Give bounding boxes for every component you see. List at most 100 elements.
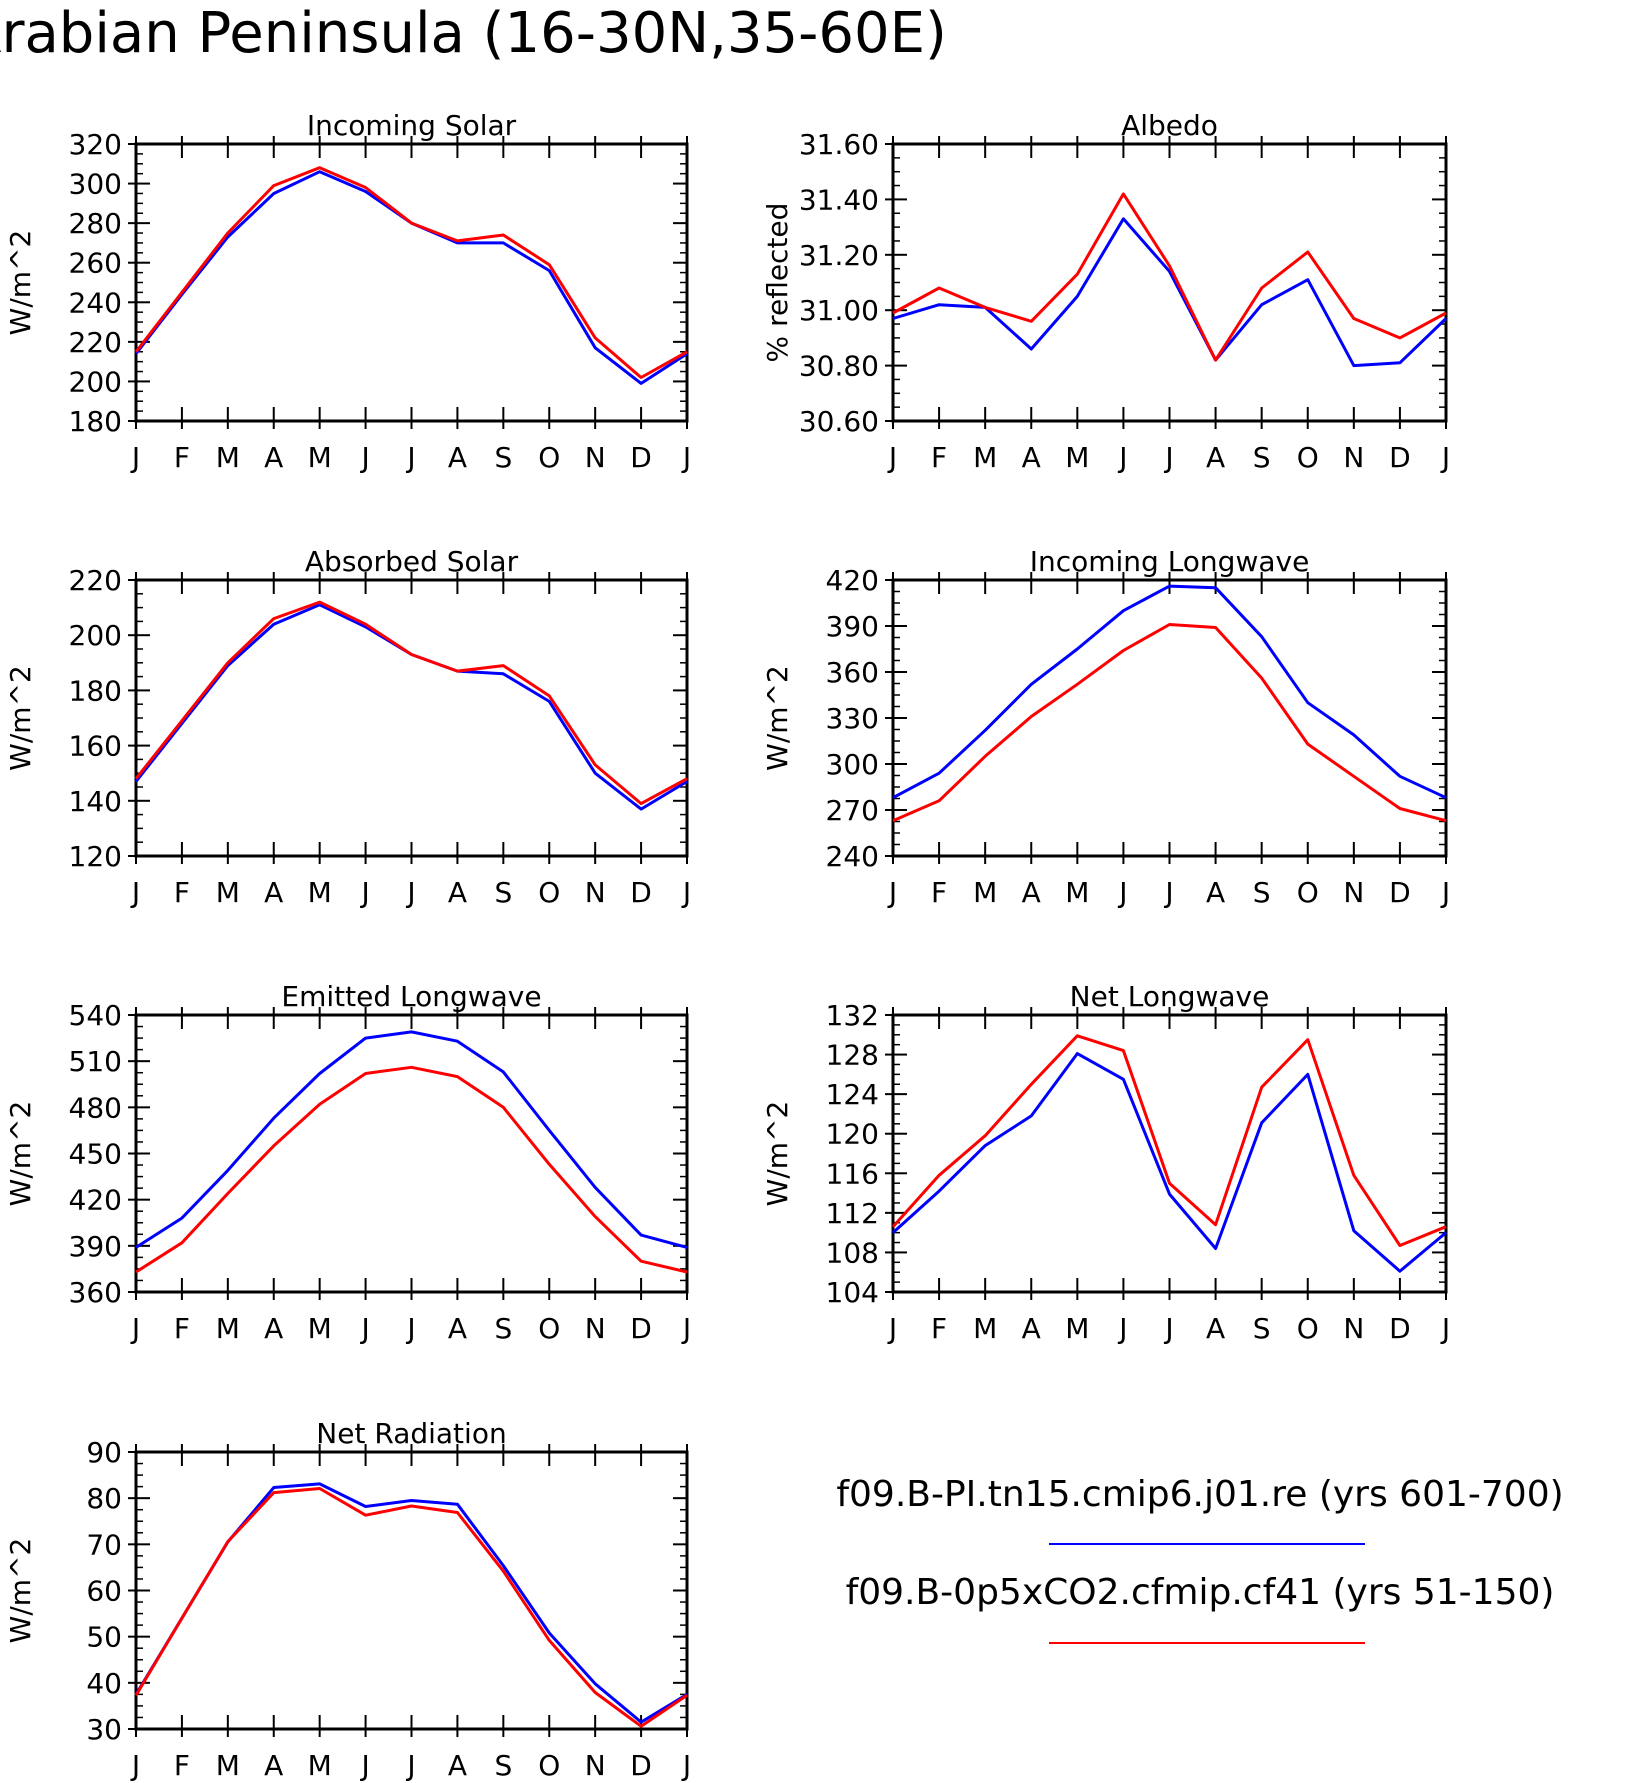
x-tick-label: F: [931, 1312, 947, 1345]
x-tick-label: J: [359, 1749, 369, 1782]
x-tick-label: M: [216, 876, 240, 909]
y-axis-label: W/m^2: [4, 1101, 37, 1207]
y-tick-label: 330: [826, 702, 879, 735]
y-tick-label: 50: [86, 1621, 122, 1654]
y-axis-label: W/m^2: [761, 1101, 794, 1207]
x-tick-label: N: [1343, 876, 1364, 909]
legend-label-blue: f09.B-PI.tn15.cmip6.j01.re (yrs 601-700): [836, 1474, 1563, 1515]
y-tick-label: 200: [69, 619, 122, 652]
x-tick-label: M: [1065, 1312, 1089, 1345]
x-tick-label: S: [494, 441, 512, 474]
y-tick-label: 240: [69, 286, 122, 319]
x-tick-label: J: [1440, 876, 1450, 909]
chart-panel-2: Albedo% reflected30.6030.8031.0031.2031.…: [761, 109, 1450, 474]
y-tick-label: 116: [826, 1157, 879, 1190]
series-line-red: [135, 1065, 688, 1274]
x-tick-label: F: [174, 1749, 190, 1782]
series-line-blue: [134, 603, 688, 811]
series-line-blue: [892, 584, 1447, 800]
y-tick-label: 420: [826, 564, 879, 597]
x-tick-label: A: [448, 876, 467, 909]
x-tick-label: O: [538, 876, 560, 909]
x-tick-label: J: [1163, 1312, 1173, 1345]
x-tick-label: A: [448, 441, 467, 474]
y-tick-label: 220: [69, 326, 122, 359]
x-tick-label: J: [359, 876, 369, 909]
x-tick-label: D: [1389, 441, 1411, 474]
x-tick-label: J: [130, 1749, 140, 1782]
x-tick-label: J: [1440, 1312, 1450, 1345]
x-tick-label: M: [973, 441, 997, 474]
y-tick-label: 120: [826, 1118, 879, 1151]
y-tick-label: 240: [826, 840, 879, 873]
x-tick-label: O: [1297, 1312, 1319, 1345]
x-tick-label: M: [1065, 441, 1089, 474]
x-tick-label: M: [308, 876, 332, 909]
y-tick-label: 320: [69, 128, 122, 161]
y-tick-label: 270: [826, 794, 879, 827]
y-tick-label: 360: [826, 656, 879, 689]
plot-frame: [134, 1450, 689, 1731]
x-tick-label: J: [130, 441, 140, 474]
plot-frame: [891, 142, 1448, 423]
y-tick-label: 200: [69, 365, 122, 398]
x-tick-label: J: [405, 1312, 415, 1345]
legend-label-red: f09.B-0p5xCO2.cfmip.cf41 (yrs 51-150): [846, 1572, 1555, 1613]
plot-frame: [134, 142, 689, 423]
x-tick-label: M: [216, 441, 240, 474]
x-tick-label: D: [630, 1312, 652, 1345]
figure-title: Arabian Peninsula (16-30N,35-60E): [0, 1, 947, 66]
x-tick-label: J: [130, 876, 140, 909]
x-tick-label: J: [887, 1312, 897, 1345]
x-tick-label: J: [1440, 441, 1450, 474]
y-tick-label: 390: [69, 1230, 122, 1263]
x-tick-label: A: [264, 441, 283, 474]
x-tick-label: A: [1206, 441, 1225, 474]
x-tick-label: J: [1117, 876, 1127, 909]
x-tick-label: N: [585, 876, 606, 909]
y-tick-label: 220: [69, 564, 122, 597]
y-tick-label: 540: [69, 999, 122, 1032]
y-axis-label: % reflected: [761, 203, 794, 363]
x-tick-label: A: [448, 1312, 467, 1345]
x-tick-label: M: [308, 1749, 332, 1782]
x-tick-label: J: [887, 441, 897, 474]
x-tick-label: J: [681, 441, 691, 474]
x-tick-label: D: [1389, 1312, 1411, 1345]
x-tick-label: O: [1297, 876, 1319, 909]
x-tick-label: J: [405, 1749, 415, 1782]
x-tick-label: S: [494, 1749, 512, 1782]
x-tick-label: O: [538, 1749, 560, 1782]
plot-frame: [134, 1013, 689, 1294]
y-axis-label: W/m^2: [4, 230, 37, 336]
y-tick-label: 90: [86, 1436, 122, 1469]
y-tick-label: 510: [69, 1045, 122, 1078]
y-tick-label: 112: [826, 1197, 879, 1230]
x-tick-label: O: [538, 1312, 560, 1345]
y-tick-label: 31.20: [799, 239, 879, 272]
x-tick-label: M: [973, 1312, 997, 1345]
x-tick-label: F: [174, 1312, 190, 1345]
x-tick-label: M: [308, 1312, 332, 1345]
plot-frame: [134, 578, 689, 858]
series-line-red: [134, 1487, 688, 1728]
x-tick-label: A: [264, 1749, 283, 1782]
x-tick-label: J: [1117, 1312, 1127, 1345]
x-tick-label: F: [174, 441, 190, 474]
x-tick-label: O: [538, 441, 560, 474]
y-tick-label: 480: [69, 1091, 122, 1124]
series-line-red: [892, 623, 1447, 823]
x-tick-label: F: [931, 876, 947, 909]
x-tick-label: A: [1206, 1312, 1225, 1345]
y-tick-label: 60: [86, 1575, 122, 1608]
x-tick-label: N: [1343, 441, 1364, 474]
y-tick-label: 104: [826, 1276, 879, 1309]
y-tick-label: 31.60: [799, 128, 879, 161]
x-tick-label: A: [1022, 441, 1041, 474]
x-tick-label: D: [1389, 876, 1411, 909]
y-tick-label: 108: [826, 1236, 879, 1269]
x-tick-label: J: [405, 876, 415, 909]
y-tick-label: 180: [69, 674, 122, 707]
